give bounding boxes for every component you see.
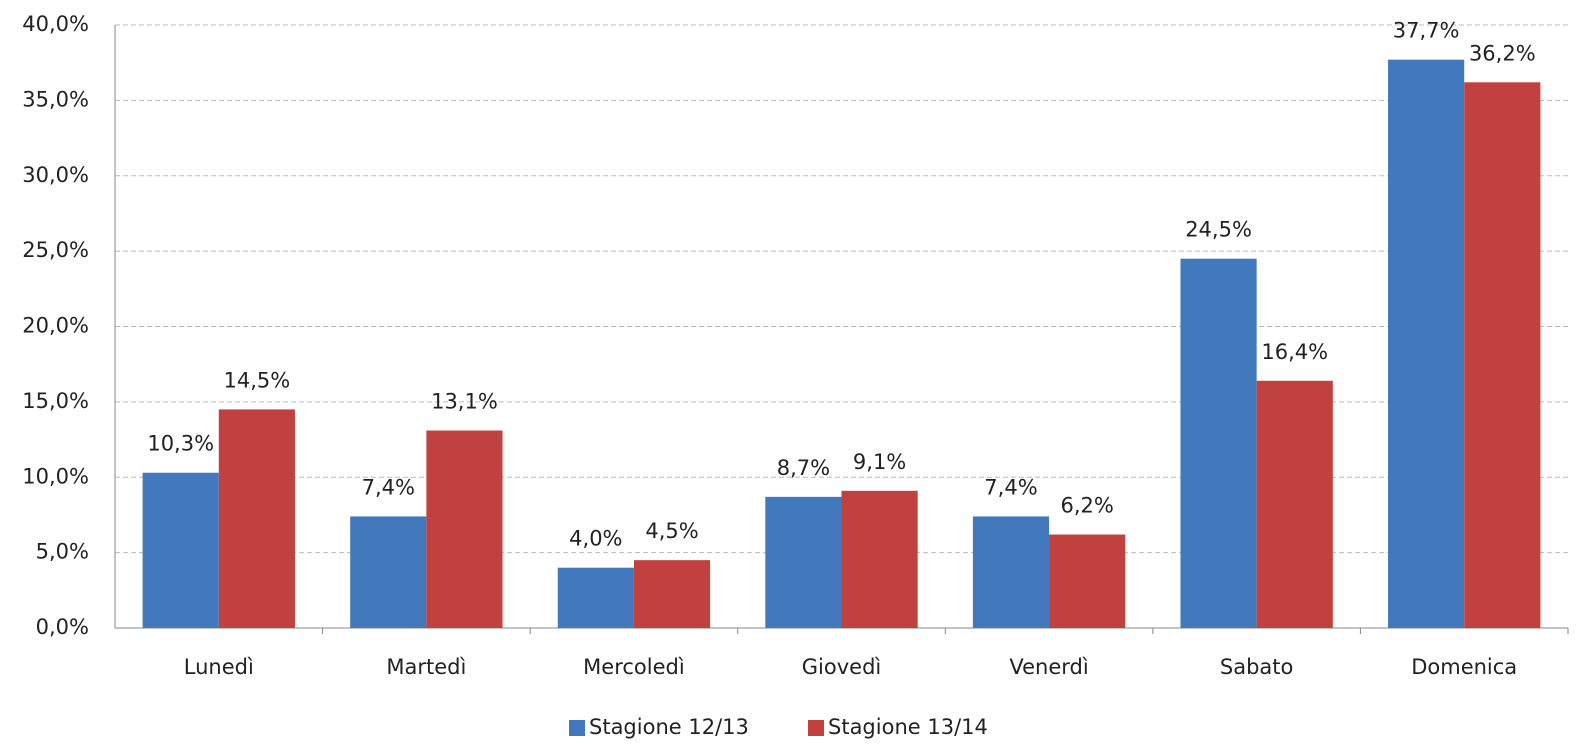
bar <box>1464 82 1541 628</box>
data-label: 16,4% <box>1261 340 1328 364</box>
x-tick-label: Lunedì <box>184 655 254 679</box>
data-label: 14,5% <box>224 368 291 392</box>
x-tick-label: Martedì <box>386 655 466 679</box>
x-tick-label: Venerdì <box>1009 655 1088 679</box>
x-tick-label: Mercoledì <box>583 655 685 679</box>
legend-label: Stagione 12/13 <box>589 715 749 739</box>
y-tick-label: 5,0% <box>36 540 89 564</box>
data-label: 4,5% <box>645 519 698 543</box>
y-tick-label: 15,0% <box>22 389 89 413</box>
data-label: 7,4% <box>362 475 415 499</box>
data-label: 4,0% <box>569 527 622 551</box>
y-tick-label: 0,0% <box>36 615 89 639</box>
bar <box>426 430 503 628</box>
data-label: 24,5% <box>1185 218 1252 242</box>
bar <box>142 472 219 628</box>
data-label: 9,1% <box>853 450 906 474</box>
x-tick-label: Giovedì <box>802 655 881 679</box>
data-label: 6,2% <box>1060 494 1113 518</box>
data-label: 13,1% <box>431 390 498 414</box>
y-tick-label: 40,0% <box>22 12 89 36</box>
y-tick-label: 35,0% <box>22 87 89 111</box>
bar <box>557 567 634 628</box>
y-tick-label: 20,0% <box>22 314 89 338</box>
x-tick-label: Sabato <box>1220 655 1293 679</box>
data-label: 36,2% <box>1469 41 1536 65</box>
y-tick-label: 30,0% <box>22 163 89 187</box>
x-tick-label: Domenica <box>1411 655 1517 679</box>
bar <box>1180 258 1257 628</box>
bar <box>350 516 427 628</box>
bar <box>218 409 295 628</box>
bar <box>633 560 711 628</box>
data-label: 37,7% <box>1393 19 1460 43</box>
legend-swatch <box>808 720 824 736</box>
bar <box>972 516 1050 628</box>
data-label: 10,3% <box>147 432 214 456</box>
bar <box>841 490 918 628</box>
y-tick-label: 25,0% <box>22 238 89 262</box>
legend-label: Stagione 13/14 <box>828 715 988 739</box>
bar <box>1388 59 1465 629</box>
data-label: 8,7% <box>777 456 830 480</box>
y-tick-label: 10,0% <box>22 464 89 488</box>
data-label: 7,4% <box>984 475 1037 499</box>
bar <box>765 496 842 628</box>
legend-swatch <box>569 720 585 736</box>
bar <box>1049 534 1126 628</box>
bar <box>1256 380 1333 628</box>
